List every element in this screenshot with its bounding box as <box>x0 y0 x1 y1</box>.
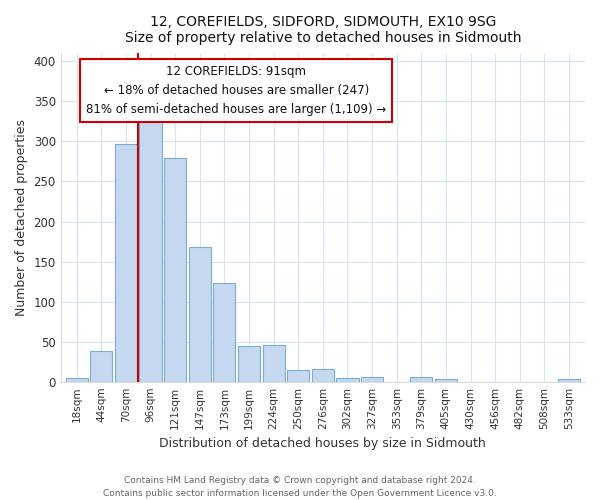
Title: 12, COREFIELDS, SIDFORD, SIDMOUTH, EX10 9SG
Size of property relative to detache: 12, COREFIELDS, SIDFORD, SIDMOUTH, EX10 … <box>125 15 521 45</box>
Bar <box>435 380 457 382</box>
Text: 12 COREFIELDS: 91sqm
← 18% of detached houses are smaller (247)
81% of semi-deta: 12 COREFIELDS: 91sqm ← 18% of detached h… <box>86 65 386 116</box>
Text: Contains HM Land Registry data © Crown copyright and database right 2024.
Contai: Contains HM Land Registry data © Crown c… <box>103 476 497 498</box>
Bar <box>361 377 383 382</box>
X-axis label: Distribution of detached houses by size in Sidmouth: Distribution of detached houses by size … <box>160 437 486 450</box>
Bar <box>164 158 186 382</box>
Bar <box>238 346 260 382</box>
Bar <box>410 377 433 382</box>
Bar <box>263 345 284 382</box>
Bar <box>188 247 211 382</box>
Bar <box>312 369 334 382</box>
Bar <box>213 283 235 382</box>
Bar <box>337 378 359 382</box>
Bar <box>115 144 137 382</box>
Bar <box>287 370 309 382</box>
Bar <box>558 380 580 382</box>
Bar <box>139 119 161 382</box>
Y-axis label: Number of detached properties: Number of detached properties <box>15 119 28 316</box>
Bar <box>65 378 88 382</box>
Bar <box>90 351 112 382</box>
